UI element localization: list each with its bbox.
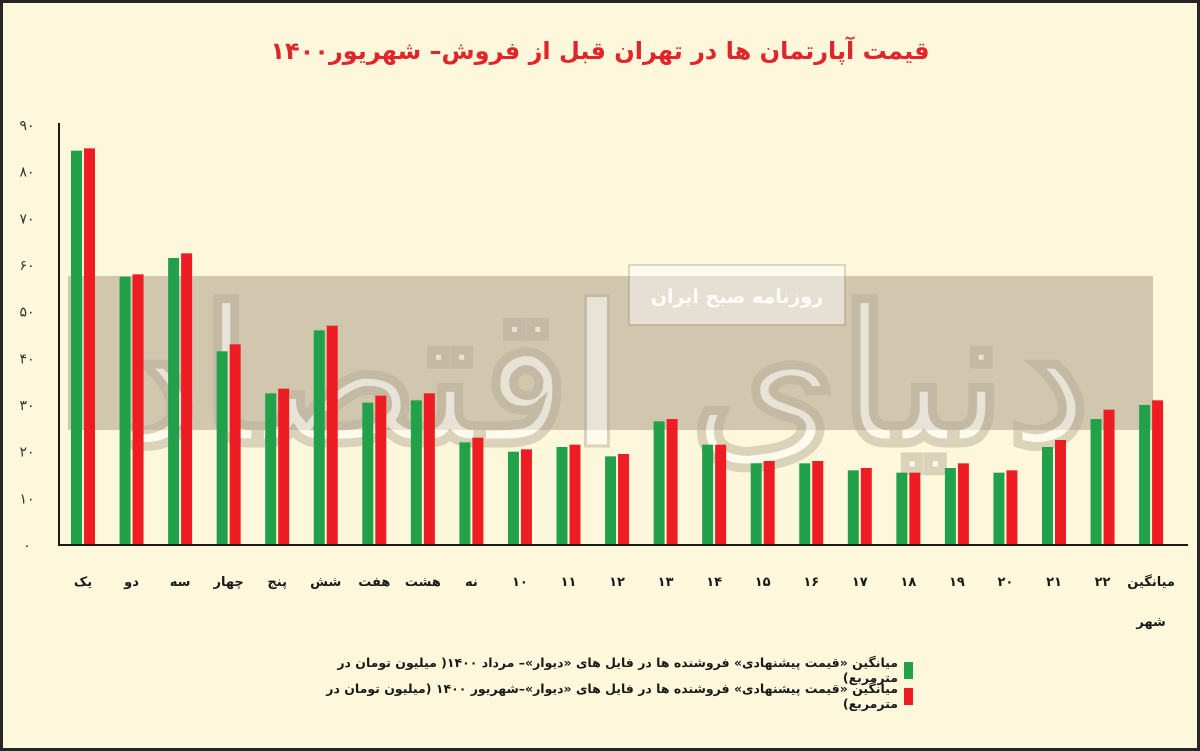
x-tick-label: ۲۲ xyxy=(1095,575,1111,590)
x-tick-label: ۱۰ xyxy=(512,575,528,590)
bar-shahrivar-19 xyxy=(957,463,969,545)
x-tick-label: ۱۲ xyxy=(609,575,625,590)
bar-shahrivar-10 xyxy=(520,449,532,545)
x-tick-label: ۲۱ xyxy=(1046,575,1062,590)
bar-shahrivar-4 xyxy=(229,344,241,545)
x-tick-label: پنج xyxy=(267,575,287,590)
y-tick-label: ۲۰ xyxy=(19,445,34,461)
bar-shahrivar-22 xyxy=(1103,409,1115,545)
bar-shahrivar-20 xyxy=(1006,470,1018,545)
bar-shahrivar-18 xyxy=(909,472,921,545)
bar-shahrivar-6 xyxy=(326,325,338,545)
x-tick-label: چهار xyxy=(212,575,243,590)
legend-label-shahrivar: میانگین «قیمت پیشنهادی» فروشنده ها در فا… xyxy=(326,681,898,711)
x-tick-label: ۱۴ xyxy=(706,575,722,590)
y-tick-label: ۶۰ xyxy=(19,258,34,274)
bar-mordad-5 xyxy=(265,393,277,545)
x-tick-label: ۱۵ xyxy=(755,575,771,590)
y-tick-label: ۱۰ xyxy=(19,491,34,507)
watermark-band xyxy=(68,276,1153,430)
x-tick-label: ۱۶ xyxy=(803,575,819,590)
legend-swatch-green xyxy=(904,661,913,679)
bar-shahrivar-7 xyxy=(375,395,387,545)
x-tick-label: ۱۷ xyxy=(852,575,868,590)
bar-mordad-12 xyxy=(605,456,617,545)
bar-mordad-2 xyxy=(119,276,131,545)
x-tick-label: ۱۱ xyxy=(561,575,577,590)
bar-shahrivar-17 xyxy=(860,468,872,545)
bar-mordad-13 xyxy=(653,421,665,545)
y-tick-label: ۷۰ xyxy=(19,211,34,227)
y-tick-label: ۹۰ xyxy=(19,118,34,134)
x-tick-label: هفت xyxy=(358,575,390,590)
x-tick-label: هشت xyxy=(405,575,441,590)
bar-mordad-1 xyxy=(71,150,82,545)
x-tick-label: میانگین xyxy=(1127,574,1175,590)
bar-shahrivar-5 xyxy=(278,388,290,545)
x-tick-labels: یک دو سه چهار پنج شش هفت هشت نه ۱۰ ۱۱ ۱۲ ۱۳ ۱۴ ۱۵ ۱۶ ۱۷ ۱… xyxy=(74,574,1175,630)
bar-shahrivar-3 xyxy=(181,253,193,546)
bar-shahrivar-23 xyxy=(1152,400,1164,545)
bar-mordad-18 xyxy=(896,472,908,545)
bars-group xyxy=(71,148,1164,546)
x-tick-label: ۱۸ xyxy=(900,575,916,590)
bar-mordad-16 xyxy=(799,463,811,545)
watermark-tagline-box xyxy=(628,264,846,326)
x-tick-label: ۱۹ xyxy=(949,575,965,590)
bar-shahrivar-9 xyxy=(472,437,484,545)
bar-mordad-6 xyxy=(313,330,325,545)
bar-shahrivar-1 xyxy=(84,148,95,546)
watermark-logo-text: دنیای اقتصاد xyxy=(115,265,1091,488)
bar-mordad-23 xyxy=(1139,405,1151,545)
bar-mordad-22 xyxy=(1090,419,1102,545)
bar-shahrivar-13 xyxy=(666,419,678,545)
bar-mordad-4 xyxy=(216,351,228,545)
bar-mordad-7 xyxy=(362,402,374,545)
x-tick-label: ۱۳ xyxy=(658,575,674,590)
watermark-tagline: روزنامه صبح ایران xyxy=(651,286,823,308)
x-tick-label: یک xyxy=(74,575,92,590)
axes-group xyxy=(58,123,1188,546)
y-tick-label: ۳۰ xyxy=(19,398,34,414)
bar-mordad-20 xyxy=(993,472,1005,545)
x-tick-label: شهر xyxy=(1135,615,1165,630)
bar-shahrivar-2 xyxy=(132,274,144,545)
x-tick-label: ۲۰ xyxy=(998,575,1014,590)
bar-mordad-15 xyxy=(750,463,762,545)
bar-mordad-3 xyxy=(168,258,180,545)
y-tick-label: ۰ xyxy=(23,538,31,554)
x-tick-label: دو xyxy=(123,575,139,590)
bar-mordad-14 xyxy=(702,444,714,545)
legend-item-shahrivar: میانگین «قیمت پیشنهادی» فروشنده ها در فا… xyxy=(293,681,913,711)
bar-mordad-17 xyxy=(847,470,859,545)
bar-shahrivar-12 xyxy=(618,454,630,545)
bar-mordad-9 xyxy=(459,442,471,545)
legend-swatch-red xyxy=(904,687,913,705)
y-tick-labels: ۹۰ ۸۰ ۷۰ ۶۰ ۵۰ ۴۰ ۳۰ ۲۰ ۱۰ ۰ xyxy=(19,118,34,554)
y-tick-label: ۵۰ xyxy=(19,305,34,321)
legend-item-mordad: میانگین «قیمت پیشنهادی» فروشنده ها در فا… xyxy=(293,655,913,685)
chart-title: قیمت آپارتمان ها در تهران قبل از فروش– ش… xyxy=(270,37,930,65)
bar-mordad-11 xyxy=(556,447,568,545)
bar-mordad-8 xyxy=(410,400,422,545)
bar-shahrivar-21 xyxy=(1055,440,1066,545)
y-tick-label: ۸۰ xyxy=(19,165,34,181)
x-tick-label: شش xyxy=(310,575,341,590)
bar-shahrivar-15 xyxy=(763,461,775,545)
bar-shahrivar-14 xyxy=(715,444,727,545)
bar-shahrivar-11 xyxy=(569,444,581,545)
legend-label-mordad: میانگین «قیمت پیشنهادی» فروشنده ها در فا… xyxy=(337,655,898,685)
bar-mordad-10 xyxy=(507,451,519,545)
legend: میانگین «قیمت پیشنهادی» فروشنده ها در فا… xyxy=(293,655,913,711)
bar-mordad-19 xyxy=(944,468,956,545)
bar-shahrivar-16 xyxy=(812,461,824,545)
bar-shahrivar-8 xyxy=(423,393,435,545)
x-tick-label: نه xyxy=(465,575,478,590)
y-tick-label: ۴۰ xyxy=(19,351,34,367)
x-tick-label: سه xyxy=(170,575,191,590)
bar-mordad-21 xyxy=(1042,447,1053,545)
